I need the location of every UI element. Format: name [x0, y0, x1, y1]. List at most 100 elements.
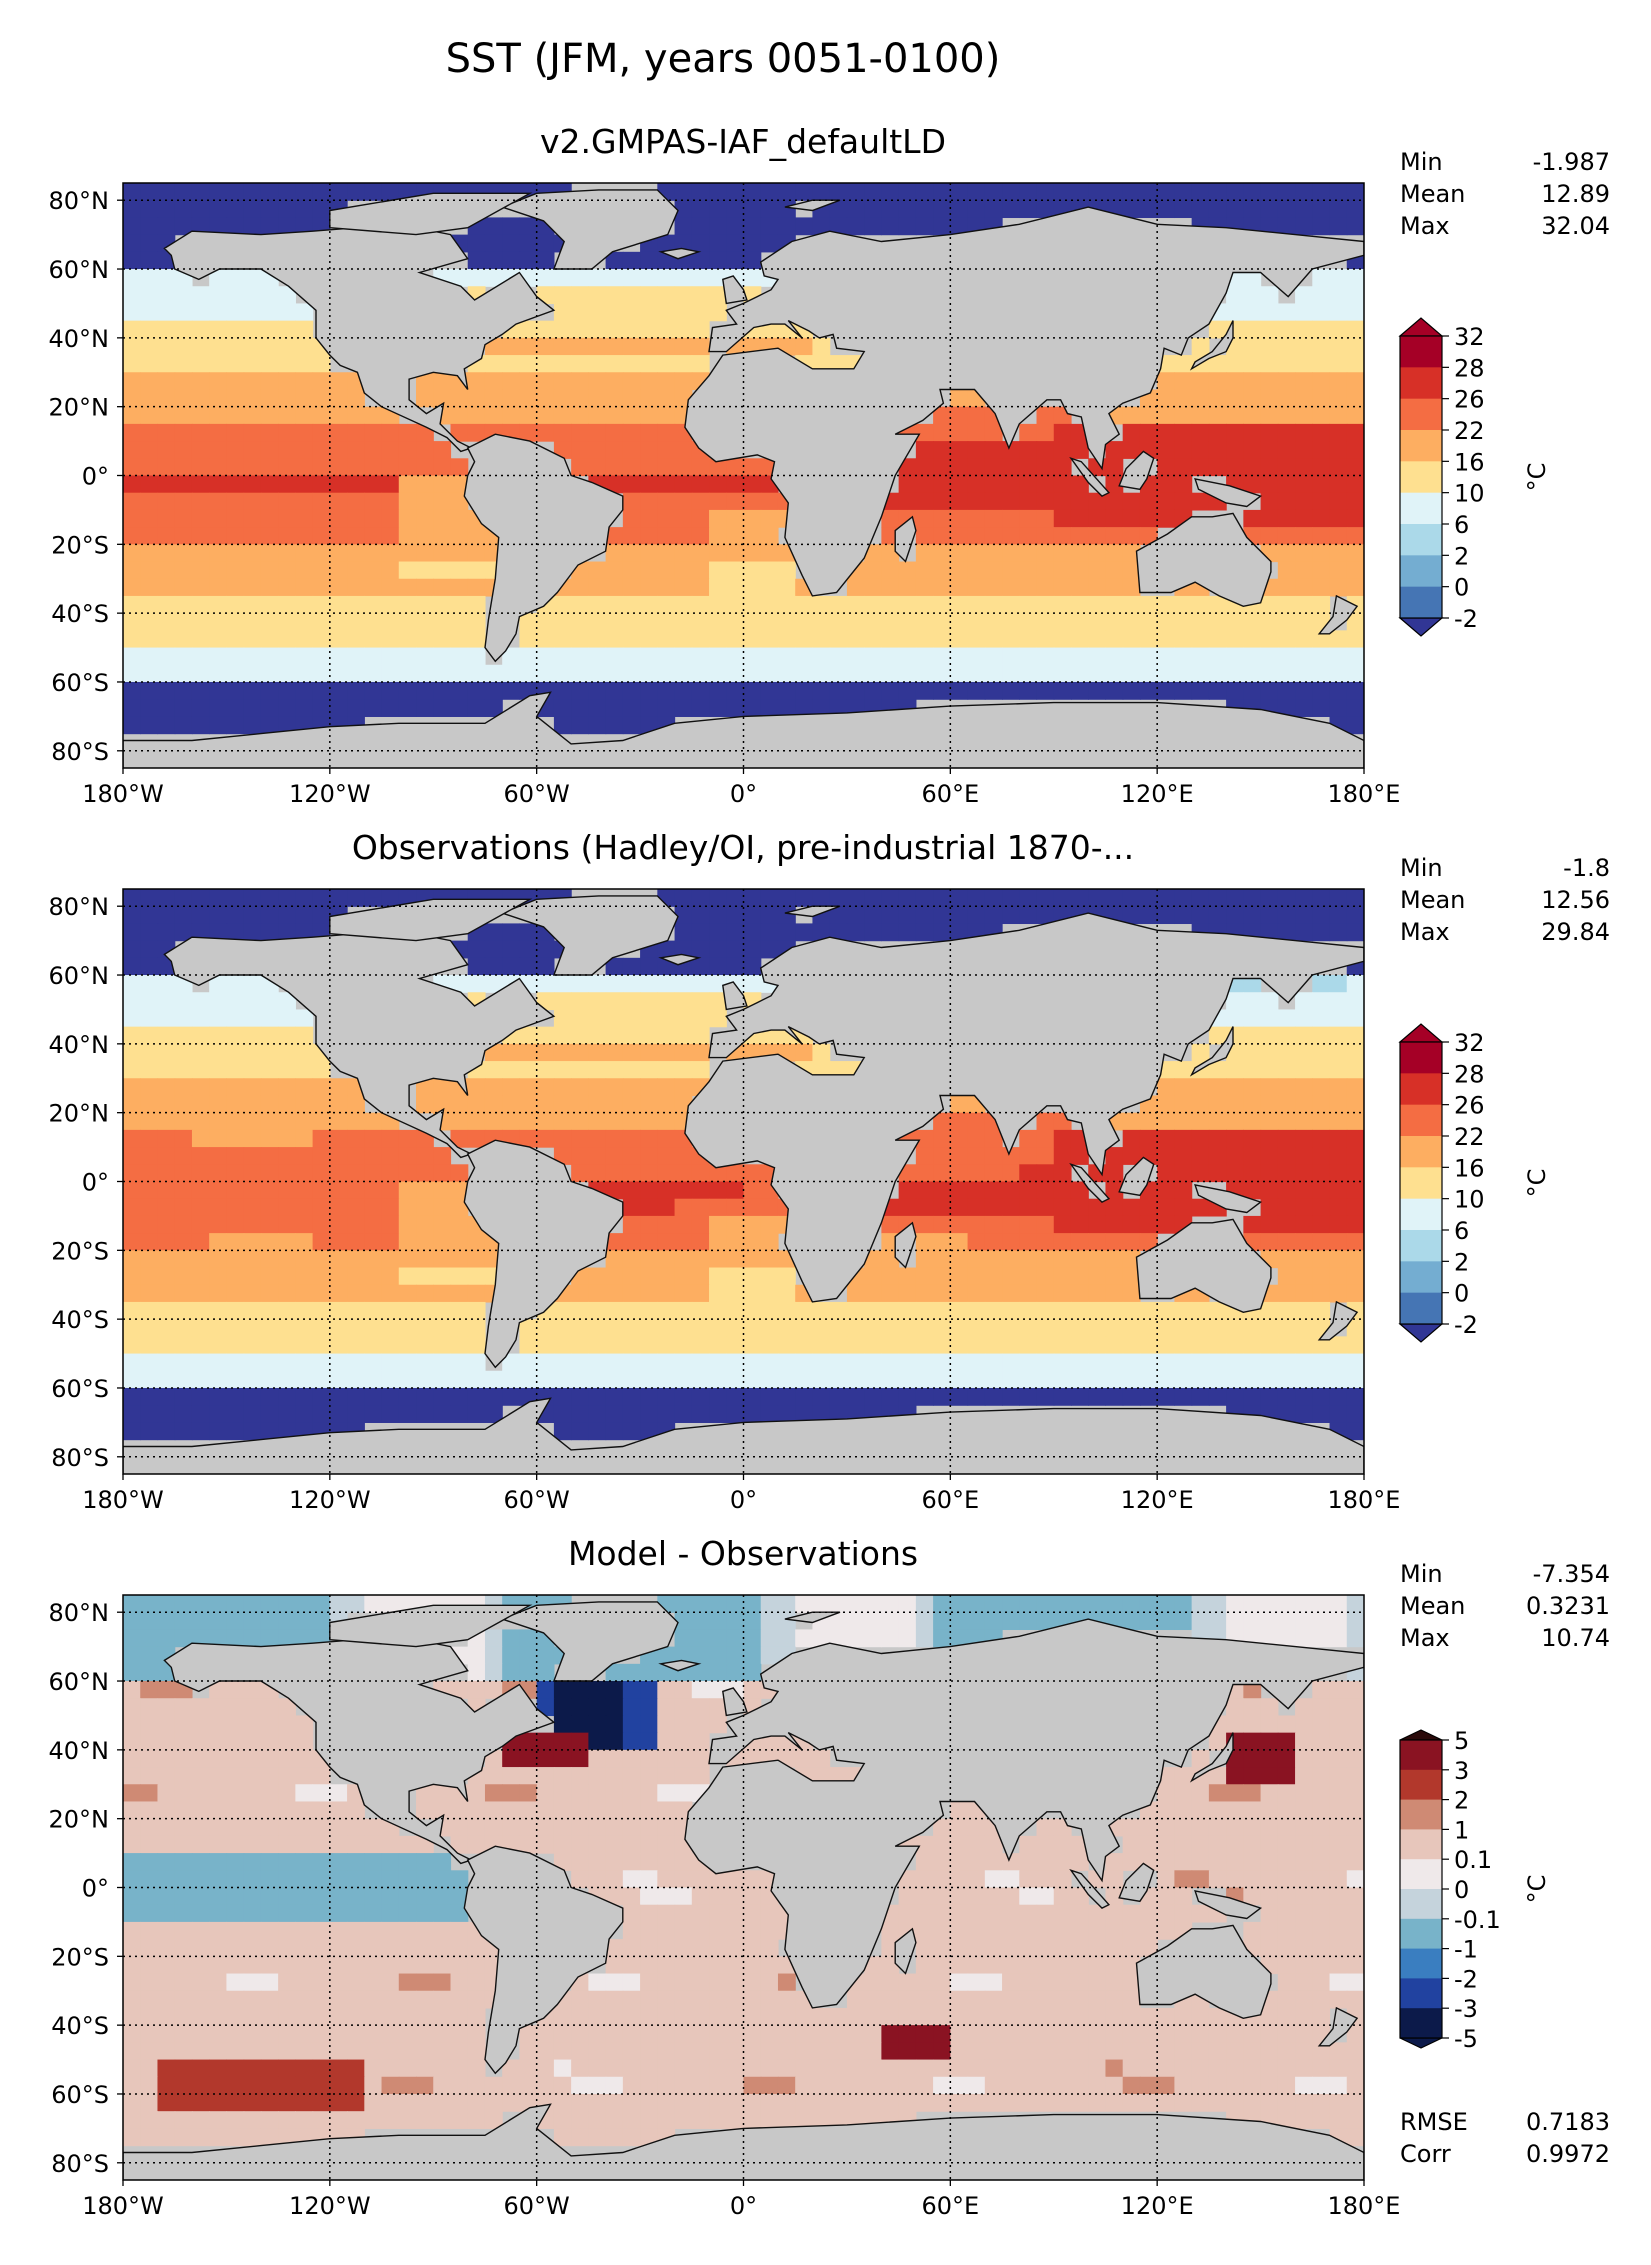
grid-cell [1346, 1061, 1364, 1079]
grid-cell [657, 1078, 676, 1097]
grid-cell [295, 1853, 314, 1871]
grid-cell [640, 578, 658, 597]
grid-cell [1277, 2093, 1296, 2112]
grid-cell [984, 2042, 1003, 2061]
grid-cell [640, 1215, 658, 1234]
grid-cell [1105, 1887, 1124, 1906]
heatmap-field [123, 183, 1364, 768]
grid-cell [209, 699, 228, 717]
grid-cell [226, 1250, 245, 1269]
grid-cell [760, 234, 779, 253]
stat-label: Min [1400, 854, 1443, 882]
grid-cell [829, 217, 848, 236]
grid-cell [1122, 664, 1141, 683]
grid-cell [898, 1198, 917, 1217]
grid-cell [760, 889, 779, 907]
grid-cell [416, 1870, 434, 1889]
grid-cell [1329, 1284, 1348, 1303]
grid-cell [1260, 1904, 1279, 1923]
grid-cell [846, 923, 865, 942]
grid-cell [1002, 1370, 1020, 1389]
grid-cell [1277, 923, 1296, 942]
grid-cell [1260, 1215, 1279, 1234]
grid-cell [191, 1233, 210, 1251]
grid-cell [1105, 595, 1124, 614]
grid-cell [278, 1387, 296, 1406]
grid-cell [536, 320, 555, 339]
grid-cell [157, 1250, 176, 1269]
grid-cell [174, 492, 193, 511]
grid-cell [1346, 1956, 1364, 1975]
grid-cell [622, 286, 641, 305]
grid-cell [123, 200, 141, 219]
grid-cell [191, 1301, 210, 1320]
grid-cell [743, 613, 762, 631]
grid-cell [1070, 561, 1089, 580]
grid-cell [174, 1904, 193, 1923]
grid-cell [881, 681, 900, 700]
grid-cell [1226, 458, 1244, 477]
grid-cell [691, 1939, 710, 1957]
grid-cell [657, 1767, 676, 1785]
grid-cell [260, 423, 279, 442]
grid-cell [295, 1319, 314, 1337]
grid-cell [726, 1887, 745, 1906]
grid-cell [1346, 2042, 1364, 2061]
grid-cell [1346, 1835, 1364, 1854]
grid-cell [950, 1835, 969, 1854]
grid-cell [984, 2076, 1003, 2095]
grid-cell [433, 1405, 452, 1423]
grid-cell [1019, 1284, 1038, 1303]
grid-cell [347, 1233, 365, 1251]
grid-cell [1312, 1990, 1331, 2009]
grid-cell [123, 234, 141, 253]
grid-cell [140, 269, 159, 287]
grid-cell [1174, 423, 1193, 442]
grid-cell [1174, 1095, 1193, 1114]
grid-cell [295, 372, 314, 391]
grid-cell [226, 2111, 245, 2129]
grid-cell [933, 647, 951, 666]
grid-cell [726, 923, 745, 942]
grid-cell [1053, 2093, 1072, 2112]
grid-cell [1295, 544, 1313, 563]
grid-cell [1329, 1818, 1348, 1837]
panel-title: Observations (Hadley/OI, pre-industrial … [352, 828, 1134, 867]
grid-cell [226, 1181, 245, 1200]
grid-cell [605, 389, 624, 408]
grid-cell [1105, 1870, 1124, 1889]
grid-cell [1346, 1732, 1364, 1751]
grid-cell [726, 630, 745, 649]
grid-cell [1260, 2042, 1279, 2061]
grid-cell [312, 1284, 331, 1303]
grid-cell [640, 1990, 658, 2009]
grid-cell [1122, 2007, 1141, 2026]
grid-cell [484, 1405, 503, 1423]
grid-cell [743, 1164, 762, 1183]
grid-cell [174, 406, 193, 425]
grid-cell [278, 1267, 296, 1286]
grid-cell [657, 1870, 676, 1889]
grid-cell [295, 1370, 314, 1389]
grid-cell [950, 1939, 969, 1957]
grid-cell [622, 406, 641, 425]
grid-cell [398, 458, 417, 477]
grid-cell [1139, 1387, 1158, 1406]
grid-cell [657, 2111, 676, 2129]
grid-cell [347, 1405, 365, 1423]
grid-cell [1036, 1956, 1055, 1975]
grid-cell [950, 2059, 969, 2078]
grid-cell [536, 1370, 555, 1389]
grid-cell [605, 1370, 624, 1389]
grid-cell [278, 1904, 296, 1923]
grid-cell [571, 1095, 589, 1114]
grid-cell [795, 1301, 814, 1320]
grid-cell [709, 1973, 727, 1992]
grid-cell [433, 595, 452, 614]
colorbar-segment [1400, 1073, 1442, 1106]
grid-cell [640, 1732, 658, 1751]
grid-cell [1122, 2042, 1141, 2061]
colorbar-segment [1400, 461, 1442, 494]
grid-cell [1174, 2076, 1193, 2095]
grid-cell [812, 647, 831, 666]
